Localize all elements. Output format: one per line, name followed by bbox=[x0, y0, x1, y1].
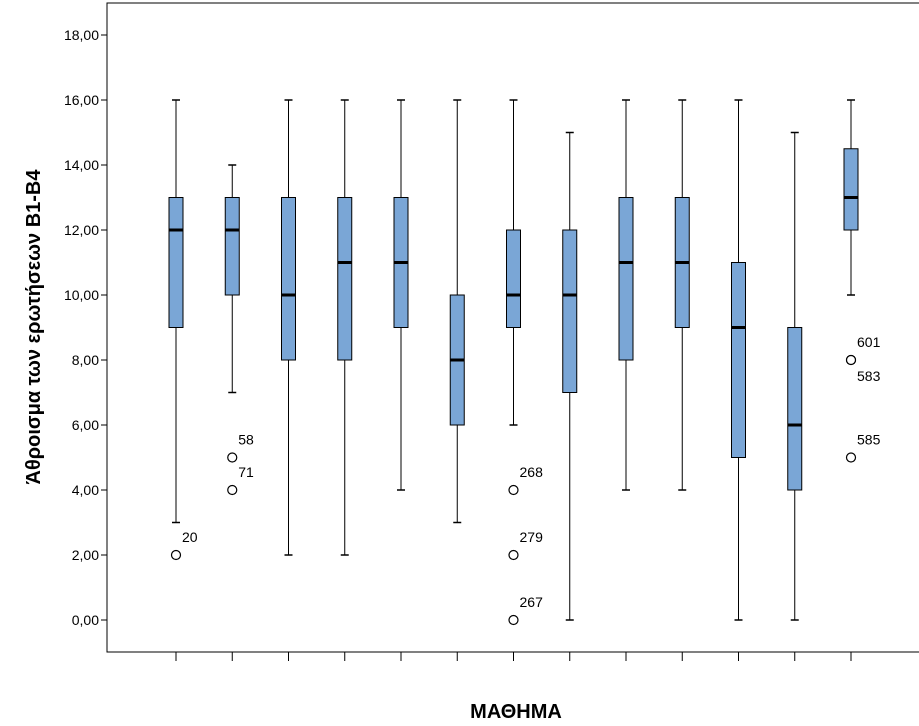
y-tick-label: 12,00 bbox=[64, 222, 99, 238]
outlier-label: 71 bbox=[238, 464, 254, 480]
y-tick-label: 18,00 bbox=[64, 27, 99, 43]
box-group bbox=[281, 99, 296, 556]
y-axis-title: Άθροισμα των ερωτήσεων B1-B4 bbox=[23, 169, 45, 485]
outlier-label: 279 bbox=[520, 529, 544, 545]
outlier-label: 601 bbox=[857, 334, 881, 350]
y-tick-label: 4,00 bbox=[72, 482, 99, 498]
box-group bbox=[787, 131, 803, 621]
iqr-box bbox=[731, 262, 746, 458]
boxes-layer: 20 58 71 268 279 267 601 583 585 bbox=[168, 99, 881, 626]
outlier-point bbox=[508, 484, 519, 496]
y-axis: 0,00 2,00 4,00 6,00 8,00 10,00 12,00 14,00 16,00… bbox=[64, 27, 107, 628]
y-tick-label: 16,00 bbox=[64, 92, 99, 108]
iqr-box bbox=[787, 327, 803, 491]
box-group: 268 279 267 bbox=[506, 99, 544, 626]
box-group: 601 583 585 bbox=[843, 99, 881, 463]
outlier-label: 268 bbox=[520, 464, 544, 480]
iqr-box bbox=[337, 197, 353, 361]
iqr-box bbox=[506, 229, 521, 328]
outlier-label: 583 bbox=[857, 368, 881, 384]
outlier-point bbox=[508, 549, 519, 561]
outlier-point bbox=[170, 549, 182, 561]
outlier-point bbox=[845, 452, 857, 463]
box-group bbox=[674, 99, 690, 491]
outlier-label: 585 bbox=[857, 432, 881, 448]
iqr-box bbox=[281, 197, 296, 361]
box-group bbox=[731, 99, 746, 621]
y-tick-label: 6,00 bbox=[72, 417, 99, 433]
outlier-point bbox=[227, 484, 238, 496]
outlier-point bbox=[508, 614, 519, 626]
outlier-point bbox=[845, 354, 857, 366]
iqr-box bbox=[618, 197, 634, 361]
outlier-label: 267 bbox=[520, 594, 544, 610]
y-tick-label: 0,00 bbox=[72, 612, 99, 628]
box-group bbox=[449, 99, 465, 524]
box-group: 58 71 bbox=[224, 164, 254, 496]
outlier-label: 20 bbox=[182, 529, 198, 545]
box-group bbox=[618, 99, 634, 491]
iqr-box bbox=[562, 229, 578, 393]
iqr-box bbox=[843, 148, 859, 231]
x-axis bbox=[175, 652, 852, 661]
outlier-label: 58 bbox=[238, 432, 254, 448]
x-axis-title: ΜΑΘΗΜΑ bbox=[470, 701, 562, 723]
box-group bbox=[393, 99, 409, 491]
y-tick-label: 2,00 bbox=[72, 547, 99, 563]
iqr-box bbox=[224, 197, 240, 296]
y-tick-label: 14,00 bbox=[64, 157, 99, 173]
y-tick-label: 8,00 bbox=[72, 352, 99, 368]
box-group bbox=[562, 131, 578, 621]
box-group: 20 bbox=[168, 99, 198, 561]
box-group bbox=[337, 99, 353, 556]
iqr-box bbox=[168, 197, 184, 328]
outlier-point bbox=[227, 452, 238, 463]
plot-frame bbox=[106, 2, 919, 653]
y-tick-label: 10,00 bbox=[64, 287, 99, 303]
